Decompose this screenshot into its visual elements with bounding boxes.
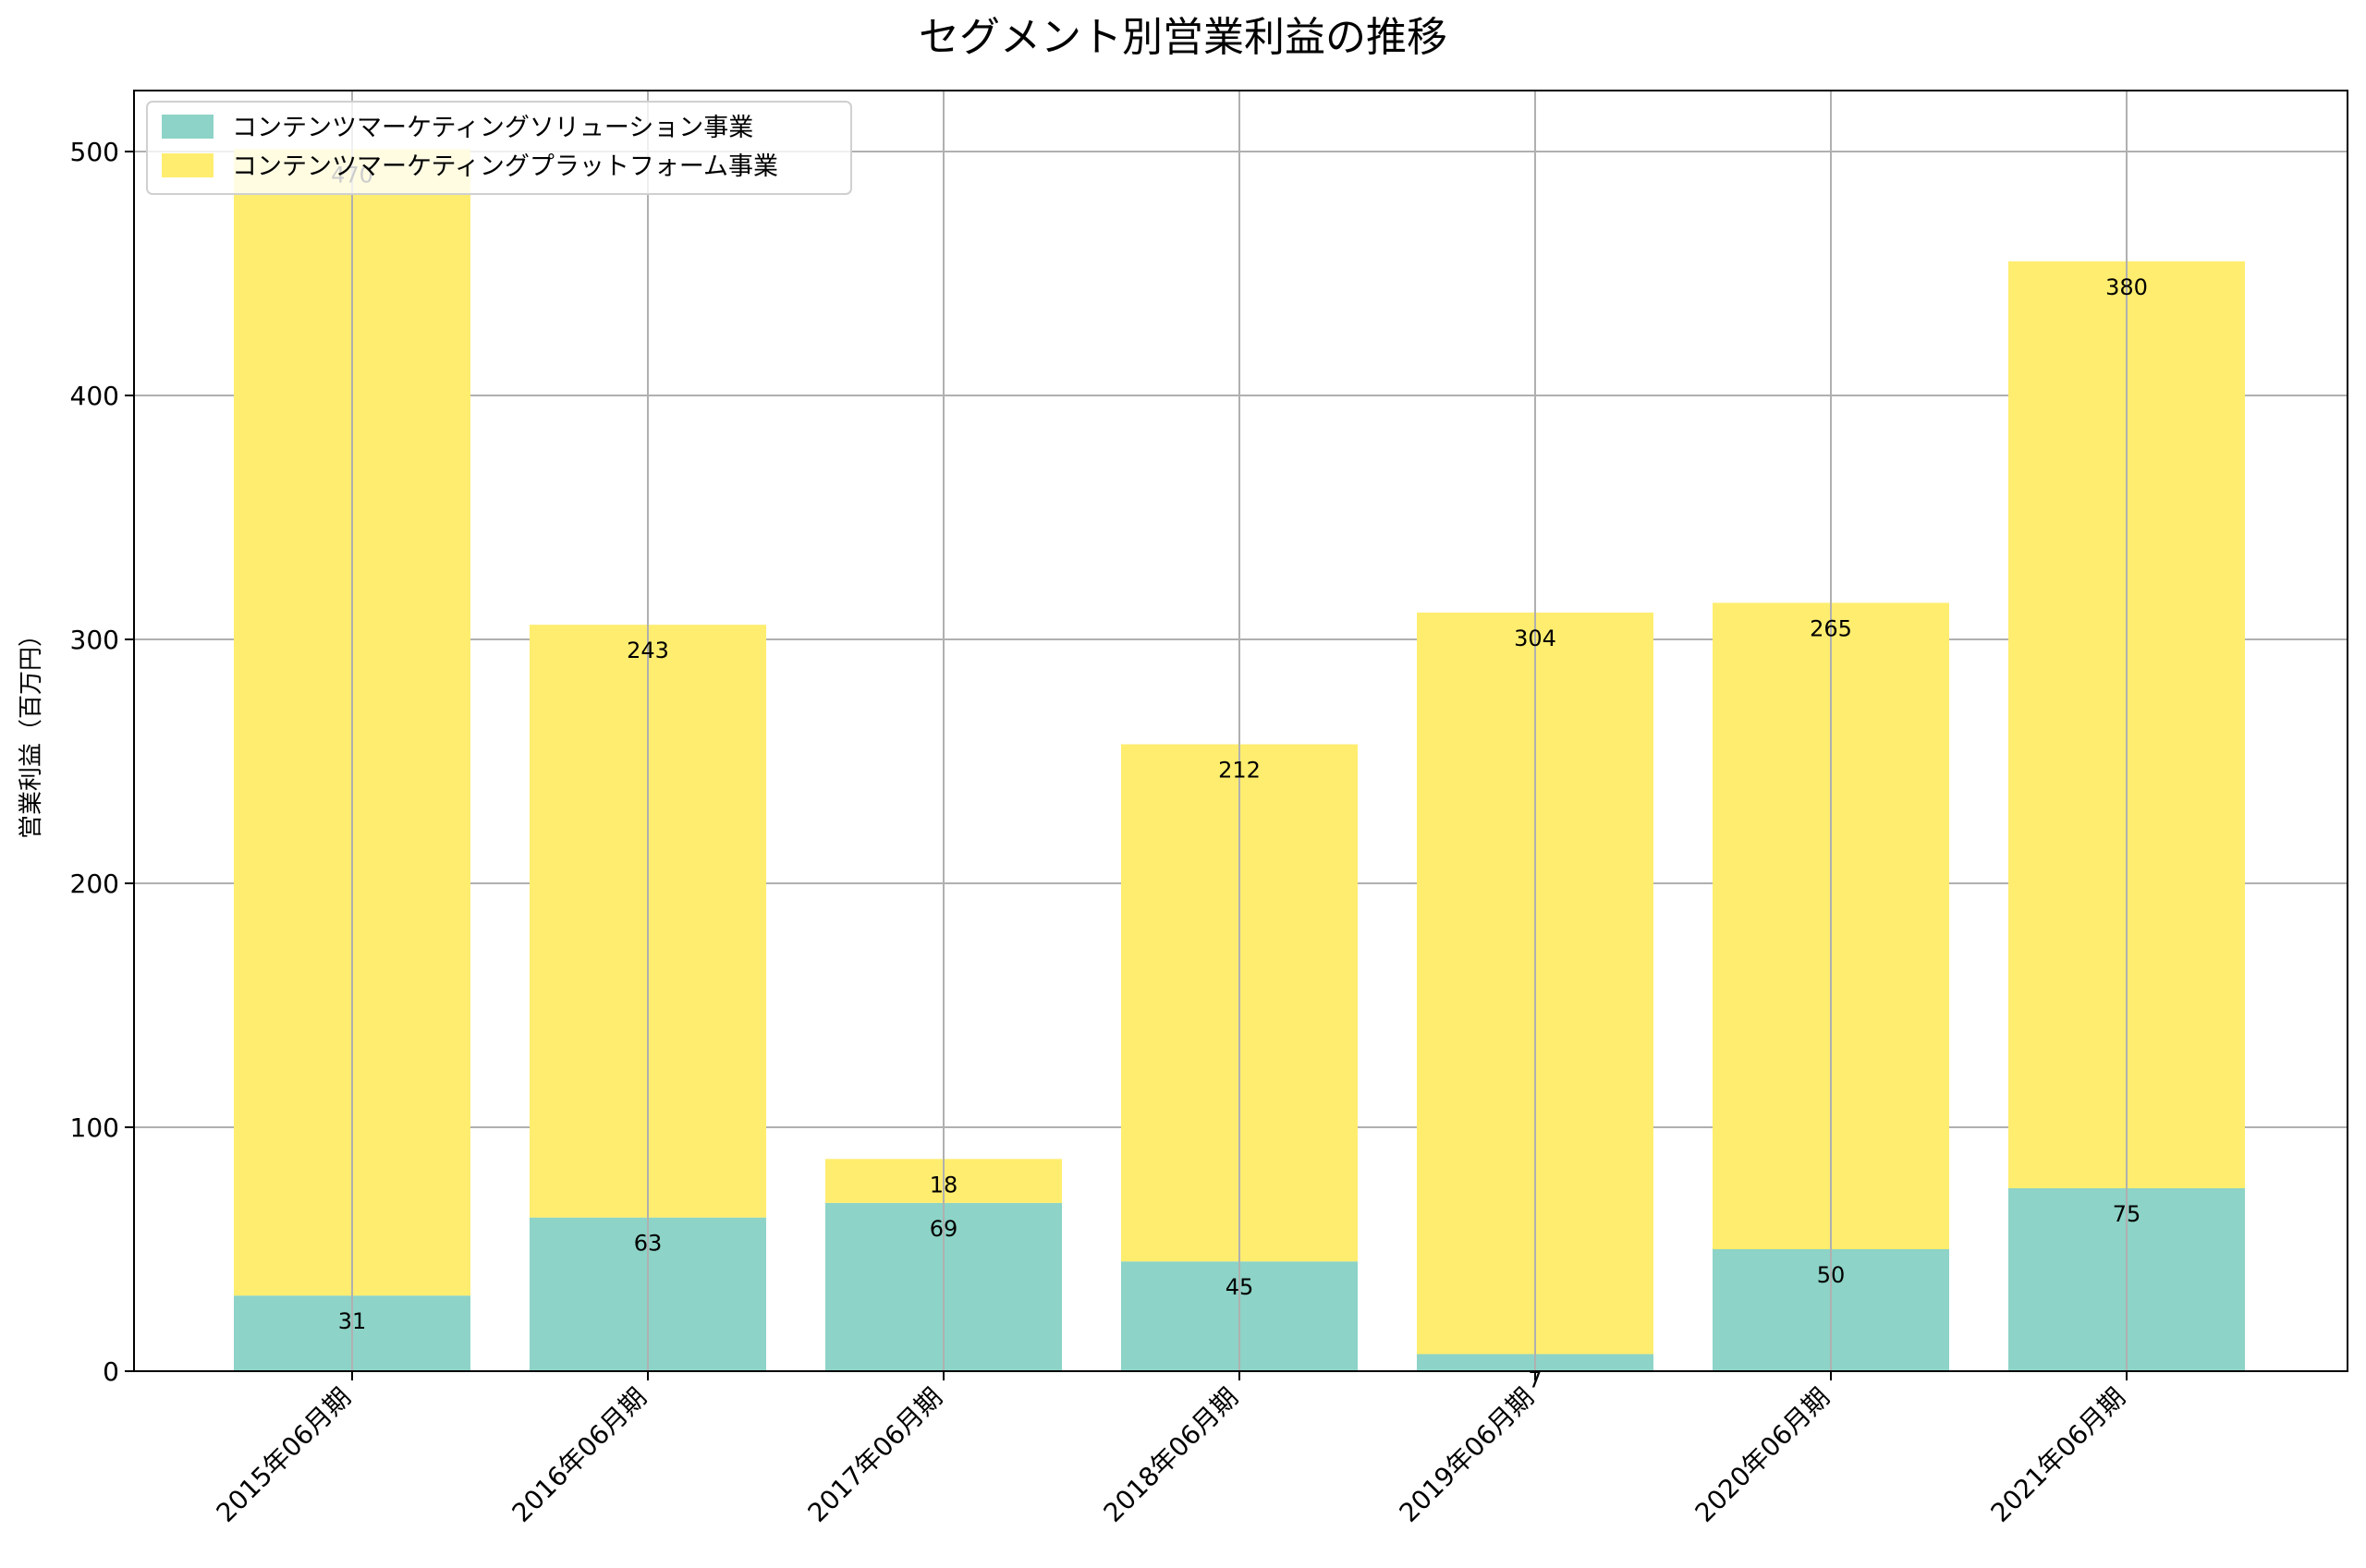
bar-value-label: 212 [1218,758,1261,784]
x-tick-label: 2018年06月期 [1098,1382,1244,1528]
bar-value-label: 45 [1226,1274,1254,1300]
bar-value-label: 18 [930,1172,958,1197]
x-tick-label: 2016年06月期 [506,1382,652,1528]
x-tick-label: 2019年06月期 [1394,1382,1540,1528]
bar-value-label: 243 [627,638,669,663]
data-labels: 314706324369184521273045026575380 [331,162,2148,1392]
y-axis-label: 営業利益（百万円） [18,623,45,839]
bar-value-label: 304 [1514,626,1556,651]
chart-title: セグメント別営業利益の推移 [919,14,1447,61]
x-tick-label: 2020年06月期 [1689,1382,1835,1528]
y-tick-label: 100 [70,1112,119,1143]
y-tick-label: 400 [70,381,119,411]
y-tick-label: 0 [103,1356,119,1387]
legend-swatch [162,153,213,177]
x-tick-label: 2015年06月期 [211,1382,357,1528]
y-tick-label: 500 [70,137,119,167]
legend-label: コンテンツマーケティングプラットフォーム事業 [232,152,778,181]
x-tick-label: 2017年06月期 [802,1382,948,1528]
bar-value-label: 69 [930,1216,958,1242]
x-tick-label: 2021年06月期 [1985,1382,2131,1528]
legend-box [146,101,852,195]
y-tick-label: 300 [70,625,119,655]
legend-swatch [162,115,213,139]
bar-value-label: 75 [2113,1201,2141,1227]
bar-value-label: 380 [2105,274,2148,300]
legend: コンテンツマーケティングソリューション事業コンテンツマーケティングプラットフォー… [146,101,852,195]
legend-label: コンテンツマーケティングソリューション事業 [232,114,753,142]
vertical-grid-lines [351,91,2128,1371]
bar-value-label: 63 [634,1231,663,1257]
y-tick-label: 200 [70,869,119,899]
bar-value-label: 31 [338,1308,367,1334]
bar-value-label: 265 [1810,615,1852,641]
plot-frame [133,90,2348,1372]
bar-value-label: 50 [1817,1262,1846,1288]
